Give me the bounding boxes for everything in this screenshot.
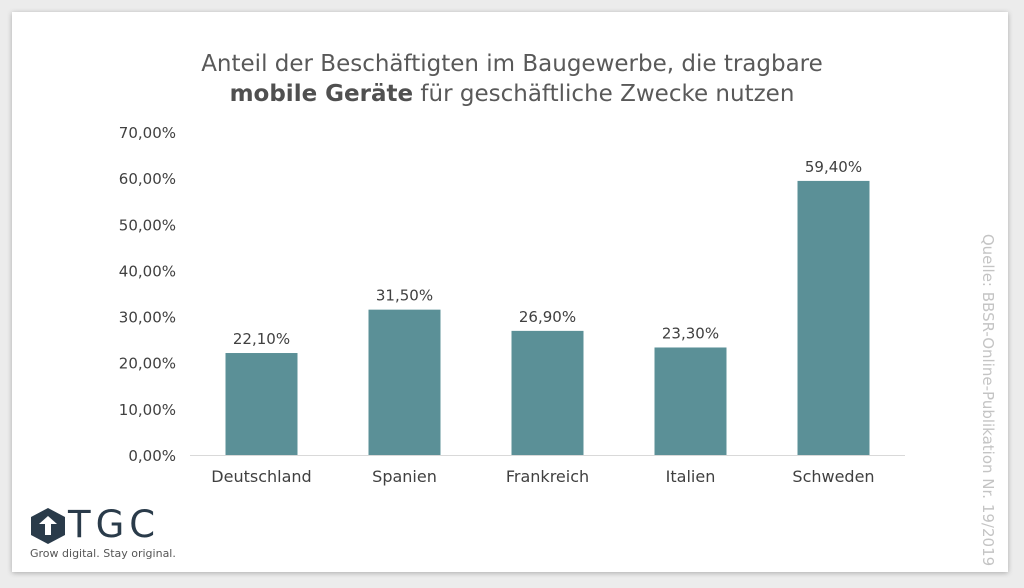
tgc-logo: TGC Grow digital. Stay original.: [30, 503, 180, 563]
y-tick-label: 30,00%: [119, 309, 176, 327]
bar: [654, 347, 727, 455]
chart-title-line2: mobile Geräte für geschäftliche Zwecke n…: [0, 79, 1024, 109]
data-label: 59,40%: [805, 158, 862, 176]
data-label: 31,50%: [376, 287, 433, 305]
source-note: Quelle: BBSR-Online-Publikation Nr. 19/2…: [979, 233, 997, 567]
logo-tagline: Grow digital. Stay original.: [30, 547, 176, 560]
chart-title-bold: mobile Geräte: [229, 81, 414, 107]
y-tick-label: 50,00%: [119, 216, 176, 234]
logo-text: TGC: [68, 503, 161, 546]
bar: [797, 180, 870, 455]
data-label: 26,90%: [519, 308, 576, 326]
y-tick-label: 10,00%: [119, 401, 176, 419]
bar: [511, 330, 584, 455]
chart-title-rest: für geschäftliche Zwecke nutzen: [413, 81, 795, 107]
y-tick-label: 20,00%: [119, 355, 176, 373]
y-tick-label: 60,00%: [119, 170, 176, 188]
data-label: 22,10%: [233, 330, 290, 348]
tgc-logo-icon: [31, 508, 65, 544]
bar: [225, 353, 298, 455]
x-tick-label: Spanien: [372, 467, 437, 486]
x-tick-label: Schweden: [792, 467, 874, 486]
data-label: 23,30%: [662, 324, 719, 342]
y-tick-label: 0,00%: [128, 447, 176, 465]
x-tick-label: Deutschland: [211, 467, 311, 486]
y-tick-label: 40,00%: [119, 262, 176, 280]
bar: [368, 309, 441, 455]
y-tick-label: 70,00%: [119, 124, 176, 142]
chart-title-line1: Anteil der Beschäftigten im Baugewerbe, …: [201, 51, 823, 77]
x-tick-label: Italien: [666, 467, 716, 486]
x-tick-label: Frankreich: [506, 467, 589, 486]
